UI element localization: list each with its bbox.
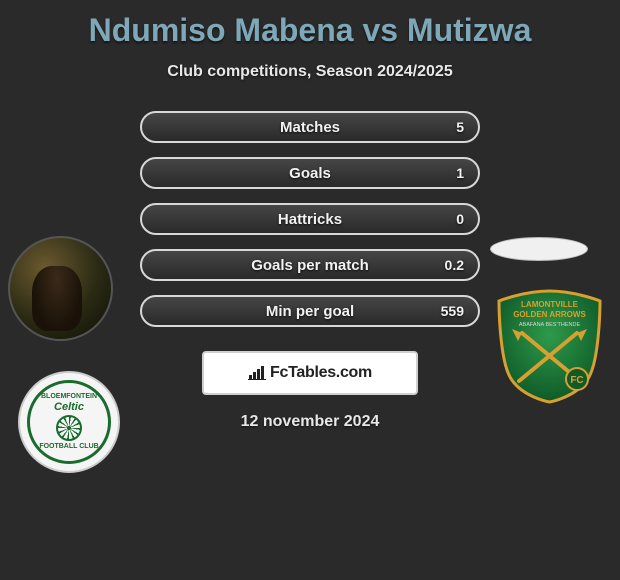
club-left-name: Celtic: [54, 401, 84, 413]
soccer-ball-icon: [56, 415, 82, 441]
brand-text: FcTables.com: [270, 364, 372, 382]
stat-value-right: 559: [441, 303, 464, 319]
svg-text:FC: FC: [570, 375, 583, 386]
stat-row-goals-per-match: Goals per match 0.2: [140, 249, 480, 281]
stats-column: Matches 5 Goals 1 Hattricks 0 Goals per …: [140, 111, 480, 327]
stat-label: Min per goal: [266, 303, 354, 320]
stat-value-right: 1: [456, 165, 464, 181]
stat-value-right: 0.2: [445, 257, 464, 273]
content-area: BLOEMFONTEIN Celtic FOOTBALL CLUB LAMONT…: [0, 111, 620, 431]
bar-chart-icon: [248, 366, 266, 380]
stat-label: Hattricks: [278, 211, 342, 228]
stat-label: Goals per match: [251, 257, 369, 274]
club-right-top-text: LAMONTVILLE: [521, 300, 579, 309]
club-right-sub-text: ABAFANA BES'THENDE: [519, 322, 581, 328]
stat-label: Goals: [289, 165, 331, 182]
stat-row-hattricks: Hattricks 0: [140, 203, 480, 235]
stat-value-right: 0: [456, 211, 464, 227]
club-right-mid-text: GOLDEN ARROWS: [513, 310, 586, 319]
club-left-top-text: BLOEMFONTEIN: [41, 393, 97, 401]
page-title: Ndumiso Mabena vs Mutizwa: [0, 0, 620, 49]
player-right-placeholder: [490, 237, 588, 261]
stat-value-right: 5: [456, 119, 464, 135]
stat-row-goals: Goals 1: [140, 157, 480, 189]
stat-label: Matches: [280, 119, 340, 136]
club-right-badge: LAMONTVILLE GOLDEN ARROWS ABAFANA BES'TH…: [497, 289, 602, 404]
club-left-badge: BLOEMFONTEIN Celtic FOOTBALL CLUB: [18, 371, 120, 473]
player-left-avatar: [8, 236, 113, 341]
brand-box[interactable]: FcTables.com: [202, 351, 418, 395]
club-left-bottom-text: FOOTBALL CLUB: [39, 443, 98, 451]
stat-row-min-per-goal: Min per goal 559: [140, 295, 480, 327]
stat-row-matches: Matches 5: [140, 111, 480, 143]
subtitle: Club competitions, Season 2024/2025: [0, 63, 620, 81]
